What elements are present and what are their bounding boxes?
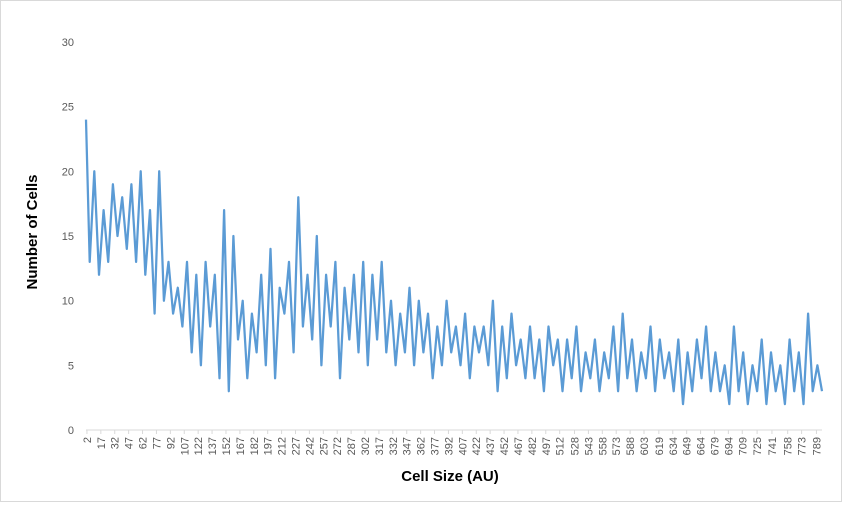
- x-tick-label: 709: [737, 437, 749, 455]
- x-tick-label: 664: [696, 437, 708, 455]
- x-tick-label: 152: [221, 437, 233, 455]
- x-tick-label: 47: [124, 437, 136, 449]
- x-tick-label: 182: [249, 437, 261, 455]
- x-tick-label: 758: [783, 437, 795, 455]
- x-tick-label: 272: [332, 437, 344, 455]
- x-tick-label: 437: [485, 437, 497, 455]
- x-tick-label: 167: [235, 437, 247, 455]
- y-tick-label: 30: [62, 37, 74, 49]
- x-tick-label: 227: [290, 437, 302, 455]
- x-tick-label: 694: [723, 437, 735, 455]
- x-tick-label: 588: [625, 437, 637, 455]
- x-tick-label: 62: [138, 437, 150, 449]
- x-tick-label: 2: [82, 437, 94, 443]
- x-tick-label: 17: [96, 437, 108, 449]
- y-tick-label: 20: [62, 166, 74, 178]
- x-tick-label: 122: [193, 437, 205, 455]
- x-axis-ticks: 2 17 32 47 62 77 92 107 122 137 152 167 182 197 212 227…: [82, 430, 823, 455]
- x-tick-label: 452: [499, 437, 511, 455]
- x-tick-label: 573: [611, 437, 623, 455]
- y-tick-label: 15: [62, 231, 74, 243]
- x-tick-label: 107: [179, 437, 191, 455]
- x-tick-label: 92: [165, 437, 177, 449]
- x-tick-label: 77: [151, 437, 163, 449]
- x-tick-label: 603: [639, 437, 651, 455]
- y-tick-label: 10: [62, 296, 74, 308]
- x-tick-label: 789: [811, 437, 823, 455]
- y-tick-label: 5: [68, 360, 74, 372]
- x-tick-label: 347: [402, 437, 414, 455]
- x-tick-label: 679: [709, 437, 721, 455]
- x-tick-label: 392: [443, 437, 455, 455]
- x-tick-label: 543: [583, 437, 595, 455]
- x-tick-label: 634: [668, 437, 680, 455]
- x-tick-label: 287: [346, 437, 358, 455]
- x-tick-label: 467: [513, 437, 525, 455]
- x-tick-label: 558: [597, 437, 609, 455]
- x-tick-label: 512: [555, 437, 567, 455]
- x-tick-label: 332: [388, 437, 400, 455]
- x-tick-label: 528: [570, 437, 582, 455]
- x-tick-label: 741: [767, 437, 779, 455]
- x-tick-label: 497: [541, 437, 553, 455]
- x-tick-label: 482: [527, 437, 539, 455]
- y-axis-label: Number of Cells: [24, 174, 41, 289]
- x-tick-label: 317: [374, 437, 386, 455]
- x-tick-label: 257: [318, 437, 330, 455]
- series-line: [84, 119, 824, 406]
- x-tick-label: 773: [797, 437, 809, 455]
- y-tick-label: 0: [68, 425, 74, 437]
- x-tick-label: 242: [304, 437, 316, 455]
- x-axis-label: Cell Size (AU): [401, 468, 499, 485]
- y-axis-ticks: 0 5 10 15 20 25 30: [62, 37, 74, 437]
- x-tick-label: 422: [471, 437, 483, 455]
- x-tick-label: 197: [263, 437, 275, 455]
- x-tick-label: 212: [277, 437, 289, 455]
- x-tick-label: 32: [110, 437, 122, 449]
- x-tick-label: 302: [360, 437, 372, 455]
- x-tick-label: 137: [207, 437, 219, 455]
- x-tick-label: 362: [416, 437, 428, 455]
- x-tick-label: 407: [457, 437, 469, 455]
- x-tick-label: 619: [654, 437, 666, 455]
- y-tick-label: 25: [62, 102, 74, 114]
- x-tick-label: 725: [752, 437, 764, 455]
- x-tick-label: 377: [430, 437, 442, 455]
- x-tick-label: 649: [682, 437, 694, 455]
